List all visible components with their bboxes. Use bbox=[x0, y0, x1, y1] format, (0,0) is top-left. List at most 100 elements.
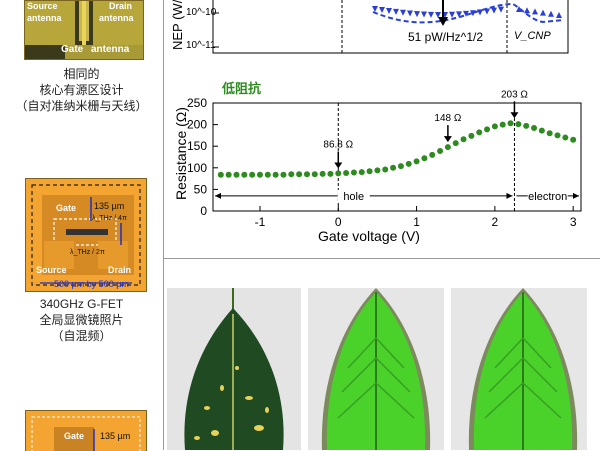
data-point bbox=[491, 123, 498, 130]
nep-triangle-marker bbox=[556, 12, 562, 18]
nep-triangle-marker bbox=[456, 11, 462, 18]
data-point bbox=[452, 140, 459, 147]
chip-photo-3: Gate 135 µm bbox=[25, 410, 147, 451]
nep-triangle-marker bbox=[386, 7, 392, 14]
nep-triangle-marker bbox=[379, 7, 385, 14]
data-point bbox=[280, 171, 287, 178]
leaf-image-green-1 bbox=[308, 288, 444, 450]
chip2-source-label: Source bbox=[36, 265, 67, 275]
chip-photo-1: Source antenna Drain antenna Gate antenn… bbox=[24, 0, 144, 60]
electron-region-label: electron bbox=[528, 191, 567, 203]
hole-arrow-head-right bbox=[506, 192, 513, 199]
vertical-divider bbox=[163, 0, 164, 450]
data-point bbox=[484, 126, 491, 133]
hole-label-bg bbox=[337, 189, 370, 202]
data-point bbox=[390, 164, 397, 171]
data-point bbox=[288, 171, 295, 178]
chip1-antenna-label-2: antenna bbox=[99, 13, 134, 23]
data-point bbox=[374, 167, 381, 174]
hole-arrow-head-left bbox=[215, 192, 221, 199]
nep-triangle-marker bbox=[540, 9, 546, 16]
chip2-caption-line-2: 全局显微镜照片 bbox=[39, 313, 124, 327]
data-point bbox=[296, 171, 303, 178]
nep-triangle-marker bbox=[449, 11, 455, 18]
x-tick-label: 0 bbox=[335, 215, 342, 229]
chip2-size-label: 500 µm by 500 µm bbox=[54, 279, 129, 289]
chip3-gate-label: Gate bbox=[64, 431, 85, 441]
data-point bbox=[397, 163, 404, 170]
data-point bbox=[413, 158, 420, 165]
leaf-image-green-1-drawing bbox=[321, 288, 431, 450]
data-point bbox=[515, 121, 522, 128]
resistance-x-axis-label: Gate voltage (V) bbox=[318, 228, 420, 244]
electron-label-bg bbox=[527, 189, 568, 202]
resistance-chart-title: 低阻抗 bbox=[222, 81, 262, 96]
x-tick-label: 3 bbox=[570, 215, 577, 229]
data-point bbox=[444, 144, 451, 151]
data-point bbox=[358, 169, 365, 176]
annotation-arrow-head bbox=[334, 162, 343, 169]
nep-triangle-marker bbox=[407, 10, 413, 17]
nep-triangle-marker bbox=[524, 7, 530, 14]
nep-triangle-marker bbox=[532, 8, 538, 15]
data-point bbox=[249, 171, 256, 178]
data-point bbox=[233, 171, 240, 178]
data-point bbox=[460, 136, 467, 143]
nep-dashed-curve bbox=[372, 2, 564, 24]
chip-photo-3-drawing bbox=[26, 411, 146, 451]
chip2-caption-line-1: 340GHz G-FET bbox=[39, 297, 124, 311]
resistance-chart: 0 50 100 150 200 250 -1 0 1 2 3 hole electron 86.8 Ω 1… bbox=[187, 89, 582, 229]
chip3-scale-label: 135 µm bbox=[100, 431, 131, 441]
nep-triangle-marker bbox=[548, 10, 554, 17]
chip1-gate-label: Gate bbox=[61, 44, 84, 55]
data-point bbox=[499, 121, 506, 128]
nep-tick-label-1: 10^-10 bbox=[186, 7, 217, 18]
chip1-antenna-label: antenna bbox=[27, 13, 62, 23]
chip1-caption-line-3: （自对准纳米栅与天线） bbox=[15, 99, 148, 113]
leaf-photo-original-drawing bbox=[184, 288, 284, 450]
data-point bbox=[523, 122, 530, 129]
nep-triangle-marker bbox=[372, 6, 378, 12]
chip1-caption-line-1: 相同的 bbox=[63, 67, 100, 81]
annotation-label: 148 Ω bbox=[434, 113, 461, 124]
nep-triangle-marker bbox=[414, 11, 420, 18]
leaf-image-green-2-drawing bbox=[468, 288, 578, 450]
chip2-caption-line-3: （自混频） bbox=[51, 329, 112, 343]
nep-triangle-series bbox=[372, 6, 562, 18]
annotation-arrow-head bbox=[443, 136, 452, 143]
data-point bbox=[217, 171, 224, 178]
data-point bbox=[546, 130, 553, 137]
chip-photo-2-drawing bbox=[26, 179, 146, 291]
data-point bbox=[327, 170, 334, 177]
resistance-y-axis-label: Resistance (Ω) bbox=[173, 107, 189, 200]
leaf-photo-original bbox=[167, 288, 301, 450]
chip1-source-label: Source bbox=[27, 1, 58, 11]
chip2-gate-label: Gate bbox=[56, 203, 77, 213]
annotation-label: 86.8 Ω bbox=[323, 140, 353, 151]
data-point bbox=[554, 132, 561, 139]
nep-triangle-marker bbox=[393, 8, 399, 15]
data-point bbox=[311, 171, 318, 178]
nep-y-axis-label: NEP (W/Hz^1/2) bbox=[170, 0, 185, 50]
chip1-caption: 相同的 核心有源区设计 （自对准纳米栅与天线） bbox=[0, 66, 163, 114]
hole-region-label: hole bbox=[343, 191, 364, 203]
chip1-gate-antenna-label: antenna bbox=[91, 44, 130, 55]
nep-triangle-marker bbox=[491, 7, 497, 14]
x-tick-label: 1 bbox=[413, 215, 420, 229]
nep-chart bbox=[212, 0, 569, 54]
electron-arrow-head bbox=[573, 192, 579, 199]
nep-triangle-marker bbox=[463, 10, 469, 17]
data-point bbox=[507, 120, 514, 127]
data-point bbox=[225, 171, 232, 178]
data-point bbox=[429, 151, 436, 158]
annotation-arrow-head bbox=[510, 112, 519, 119]
nep-triangle-marker bbox=[428, 11, 434, 18]
data-point bbox=[437, 147, 444, 154]
data-point bbox=[319, 170, 326, 177]
data-point bbox=[256, 171, 263, 178]
plot-frame bbox=[212, 102, 582, 212]
data-point bbox=[570, 136, 577, 143]
chip2-scale-label: 135 µm bbox=[94, 201, 125, 211]
x-tick-label: -1 bbox=[255, 215, 266, 229]
nep-triangle-marker bbox=[435, 11, 441, 18]
